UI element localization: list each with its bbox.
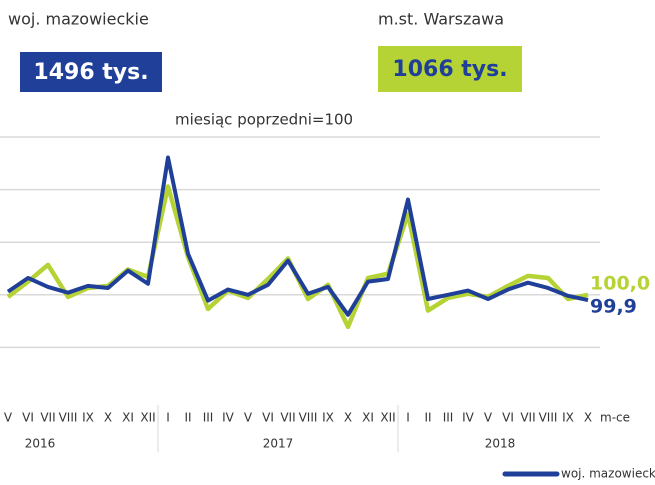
panel-value: 1066 tys. [392, 57, 507, 82]
x-tick-label: XII [380, 411, 395, 425]
year-label: 2017 [263, 437, 294, 451]
x-tick-label: VIII [59, 411, 78, 425]
x-axis-label: m-ce [600, 411, 630, 425]
panel-box [20, 52, 162, 92]
year-label: 2018 [485, 437, 516, 451]
x-tick-label: VI [262, 411, 274, 425]
x-tick-label: IV [222, 411, 235, 425]
x-tick-label: VII [520, 411, 535, 425]
x-tick-label: III [203, 411, 214, 425]
x-tick-label: XI [362, 411, 374, 425]
x-tick-label: IX [82, 411, 94, 425]
x-tick-label: III [443, 411, 454, 425]
x-tick-label: VII [280, 411, 295, 425]
x-tick-label: VIII [299, 411, 318, 425]
year-label: 2016 [25, 437, 56, 451]
x-tick-label: VI [502, 411, 514, 425]
series-line [6, 184, 589, 330]
x-tick-label: VI [22, 411, 34, 425]
x-tick-label: II [424, 411, 431, 425]
x-tick-label: I [166, 411, 170, 425]
x-tick-label: IV [462, 411, 475, 425]
x-tick-label: XI [122, 411, 134, 425]
legend-label: woj. mazowieckie [561, 467, 655, 481]
x-tick-label: IX [562, 411, 574, 425]
x-tick-label: II [184, 411, 191, 425]
x-tick-label: VII [40, 411, 55, 425]
x-tick-label: V [244, 411, 253, 425]
series-line [6, 155, 589, 317]
x-tick-label: X [104, 411, 112, 425]
x-tick-label: XII [140, 411, 155, 425]
panel-box [378, 46, 522, 92]
chart-subtitle: miesiąc poprzedni=100 [175, 111, 353, 129]
value-label: 99,9 [590, 296, 637, 318]
panel-value: 1496 tys. [33, 60, 148, 85]
x-tick-label: X [344, 411, 352, 425]
x-tick-label: IX [322, 411, 334, 425]
x-tick-label: I [406, 411, 410, 425]
x-tick-label: V [4, 411, 13, 425]
panel-label: woj. mazowieckie [8, 10, 149, 29]
panel-label: m.st. Warszawa [378, 10, 504, 29]
x-tick-label: X [584, 411, 592, 425]
x-tick-label: V [484, 411, 493, 425]
x-tick-label: VIII [539, 411, 558, 425]
value-label: 100,0 [590, 273, 650, 295]
